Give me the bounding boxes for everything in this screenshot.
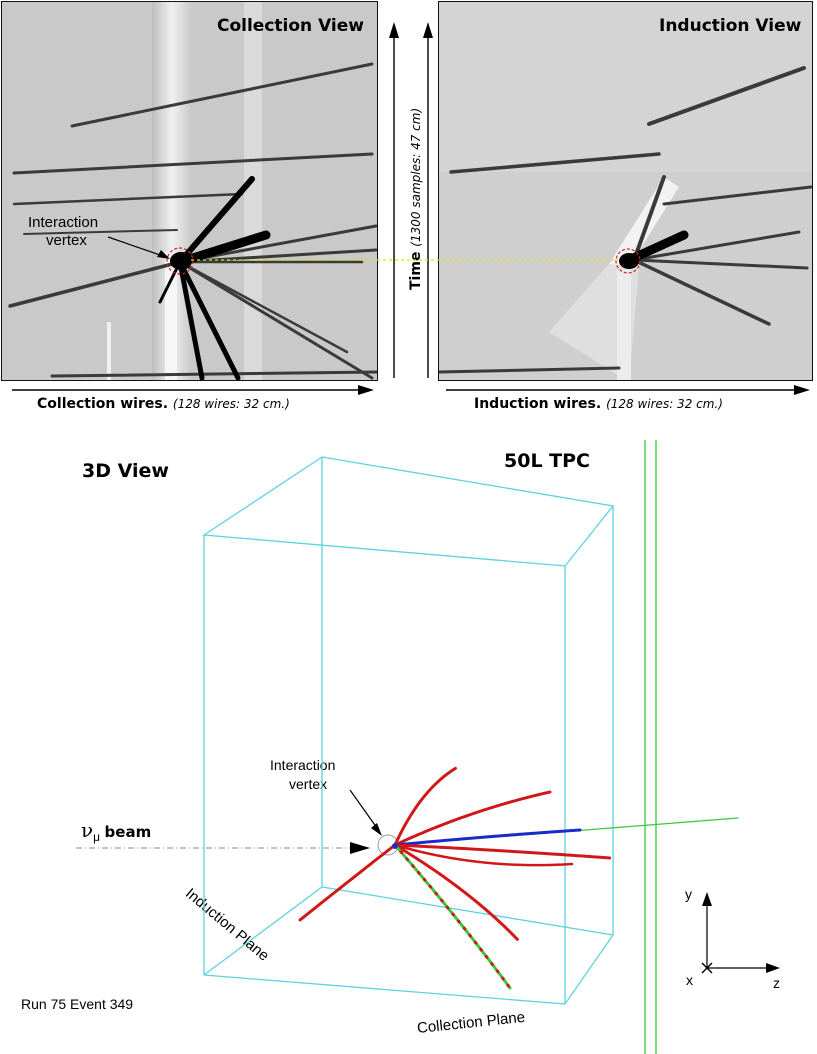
time-axis-label: Time (1300 samples: 47 cm): [408, 108, 424, 290]
axis-z-label: z: [773, 975, 780, 991]
time-arrow-head-right: [423, 22, 433, 38]
track-red-1: [393, 766, 458, 847]
collection-vertex-label-line2: vertex: [46, 232, 87, 249]
time-axis-note: (1300 samples: 47 cm): [409, 107, 423, 247]
track-green-red-dots: [393, 843, 512, 990]
tpc-box: [202, 456, 615, 1005]
beam-arrow-head: [350, 842, 370, 854]
view3d-vertex-dot: [392, 843, 398, 849]
track-red-5: [298, 843, 397, 922]
beam-word: beam: [104, 823, 152, 841]
track-red-6: [393, 843, 520, 942]
tpc-label: 50L TPC: [504, 450, 590, 472]
collection-plane-label: Collection Plane: [416, 1008, 526, 1037]
induction-view-title: Induction View: [659, 16, 802, 36]
induction-view-image: [439, 2, 812, 380]
view3d-vertex-pointer: [349, 789, 378, 829]
induction-wires-note: (128 wires: 32 cm.): [606, 397, 723, 411]
view3d-vertex-circle: [377, 834, 399, 856]
collection-wires-label: Collection wires. (128 wires: 32 cm.): [37, 396, 290, 412]
collection-wires-note: (128 wires: 32 cm.): [172, 397, 290, 411]
track-green-red: [393, 843, 512, 990]
induction-view-panel: Induction View: [438, 1, 813, 381]
axis-y-label: y: [685, 886, 692, 902]
coordinate-axes: [706, 902, 768, 969]
induction-wires-arrow-head: [794, 385, 810, 395]
collection-wires-arrow-head: [358, 385, 374, 395]
collection-vertex-label-line1: Interaction: [28, 214, 99, 231]
reco-tracks: [298, 766, 739, 990]
view3d-title: 3D View: [82, 460, 169, 482]
view3d-vertex-pointer-head: [371, 823, 382, 836]
collection-view-panel: Collection View Interaction vertex: [1, 1, 378, 381]
beam-symbol: ν: [81, 818, 94, 842]
run-event-label: Run 75 Event 349: [21, 996, 134, 1012]
x-axis-cross: [701, 962, 713, 974]
time-arrow-head-left: [389, 22, 399, 38]
induction-wires-label-text: Induction wires.: [474, 396, 602, 412]
view3d-vertex-label-line1: Interaction: [270, 757, 336, 773]
y-axis-arrow-head: [702, 892, 712, 906]
z-axis-arrow-head: [766, 963, 780, 973]
axis-x-label: x: [686, 972, 693, 988]
beam-subscript: μ: [93, 830, 101, 845]
induction-wires-label: Induction wires. (128 wires: 32 cm.): [474, 396, 723, 412]
track-green-long: [394, 817, 739, 846]
beam-label: νμ beam: [81, 818, 151, 844]
collection-wires-label-text: Collection wires.: [37, 396, 169, 412]
track-red-2: [393, 790, 552, 847]
track-red-4: [393, 843, 574, 867]
time-axis-label-text: Time: [408, 251, 424, 290]
tpc-boundary-lines: [644, 440, 657, 1054]
track-blue: [393, 828, 582, 847]
track-red-3: [393, 843, 612, 860]
view3d-vertex-label-line2: vertex: [289, 776, 328, 792]
collection-view-image: [2, 2, 377, 380]
collection-view-title: Collection View: [217, 16, 364, 36]
induction-plane-label: Induction Plane: [182, 885, 273, 965]
